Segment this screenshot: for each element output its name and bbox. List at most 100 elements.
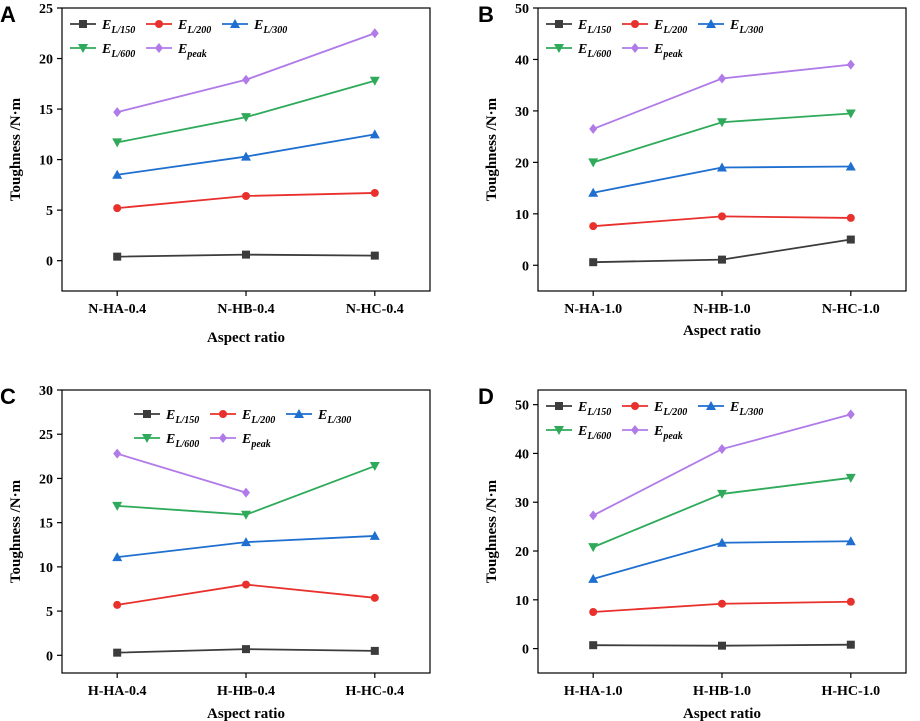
y-tick-label: 0 [522,259,529,274]
series-l-200 [113,188,379,213]
legend-subscript: L/150 [586,407,611,418]
data-point [718,73,726,84]
data-point [241,537,251,547]
legend-subscript: L/200 [250,415,275,426]
data-point [369,530,380,540]
data-point [846,59,855,70]
data-point [112,501,123,511]
y-tick-label: 5 [46,204,53,219]
data-point [588,158,599,168]
data-point [242,250,250,259]
y-axis-title: Toughness /N·m [8,479,24,583]
legend-subscript: L/600 [586,49,611,60]
legend-item: EL/150 [101,18,135,36]
legend-subscript: L/300 [326,415,351,426]
y-tick-label: 40 [515,53,529,68]
legend-item: Epeak [653,424,683,442]
legend-item: Epeak [653,42,683,60]
series-l-300 [112,129,380,179]
chart-panel-d: D 0 10 20 30 40 50 H-HA-1.0 H-HB-1.0 H-HC-1.0 Aspe… [478,384,907,721]
data-point [718,255,726,264]
data-point [588,543,599,553]
legend-marker [155,20,163,28]
data-point [369,462,380,472]
series-line [592,540,851,580]
chart-panel-b: B 0 10 20 30 40 50 N-HA-1.0 N-HB-1.0 N-HC-1.0 Aspe… [478,2,907,339]
legend-marker [79,20,87,28]
data-point [113,648,122,657]
legend: EL/150 EL/200 EL/300 EL/600 Epeak [70,18,287,60]
series-l-300 [588,536,856,583]
data-point [112,552,123,562]
y-tick-label: 30 [515,496,529,511]
legend-item: EL/150 [165,408,199,426]
legend-marker [554,44,564,53]
data-point [113,252,122,261]
y-tick-label: 10 [39,561,53,576]
data-point [113,107,122,118]
series-peak [589,59,855,134]
legend-subscript: L/150 [110,25,135,36]
legend-item: EL/600 [101,42,135,60]
legend-marker [155,43,163,53]
data-point [370,646,379,655]
legend-marker [631,402,639,410]
legend-subscript: L/600 [174,439,199,450]
data-point [113,448,122,459]
x-tick-label: N-HB-0.4 [217,302,274,317]
series-peak [589,409,855,521]
y-axis-title: Toughness /N·m [484,479,500,583]
legend-marker [294,409,304,418]
legend-item: EL/600 [165,432,199,450]
legend-item: EL/300 [729,18,763,36]
data-point [845,536,856,546]
panel-label: B [478,2,494,27]
y-tick-label: 10 [515,594,529,609]
y-tick-label: 0 [46,255,53,270]
legend-marker [555,20,563,28]
x-tick-label: N-HA-1.0 [564,302,622,317]
data-point [589,608,598,617]
legend-marker [219,433,227,443]
series-l-600 [588,473,856,553]
legend: EL/150 EL/200 EL/300 EL/600 Epeak [134,408,351,450]
legend-item: EL/150 [577,18,611,36]
legend-marker [78,44,88,53]
data-point [846,235,855,244]
legend-subscript: L/200 [186,25,211,36]
data-point [242,645,250,654]
data-point [369,76,380,86]
legend-item: EL/600 [577,424,611,442]
legend-marker [631,43,639,53]
data-point [846,409,855,420]
data-point [717,537,727,547]
y-tick-label: 10 [39,154,53,169]
y-tick-label: 15 [39,103,53,118]
legend-marker [219,410,227,418]
series-l-300 [588,161,856,197]
data-point [370,28,379,39]
data-point [241,113,251,123]
series-l-600 [112,462,380,520]
data-point [717,162,727,172]
legend-subscript: peak [662,431,682,442]
legend-item: EL/200 [177,18,211,36]
series-l-150 [113,250,379,261]
legend-marker [555,402,563,410]
data-point [718,444,726,455]
data-point [846,640,855,649]
y-axis-title: Toughness /N·m [484,97,500,201]
legend-subscript: L/300 [738,407,763,418]
panel-label: D [478,384,494,409]
legend-subscript: L/300 [262,25,287,36]
legend-marker [631,425,639,435]
chart-panel-c: C 0 5 10 15 20 25 30 H-HA-0.4 H-HB-0.4 H-HC-0.4 Asp… [0,384,431,721]
y-tick-label: 20 [515,156,529,171]
x-tick-label: N-HB-1.0 [693,302,750,317]
x-tick-label: N-HC-0.4 [346,302,404,317]
series-l-150 [589,640,855,650]
legend-marker [706,19,716,28]
data-point [589,123,598,134]
legend-item: EL/200 [241,408,275,426]
